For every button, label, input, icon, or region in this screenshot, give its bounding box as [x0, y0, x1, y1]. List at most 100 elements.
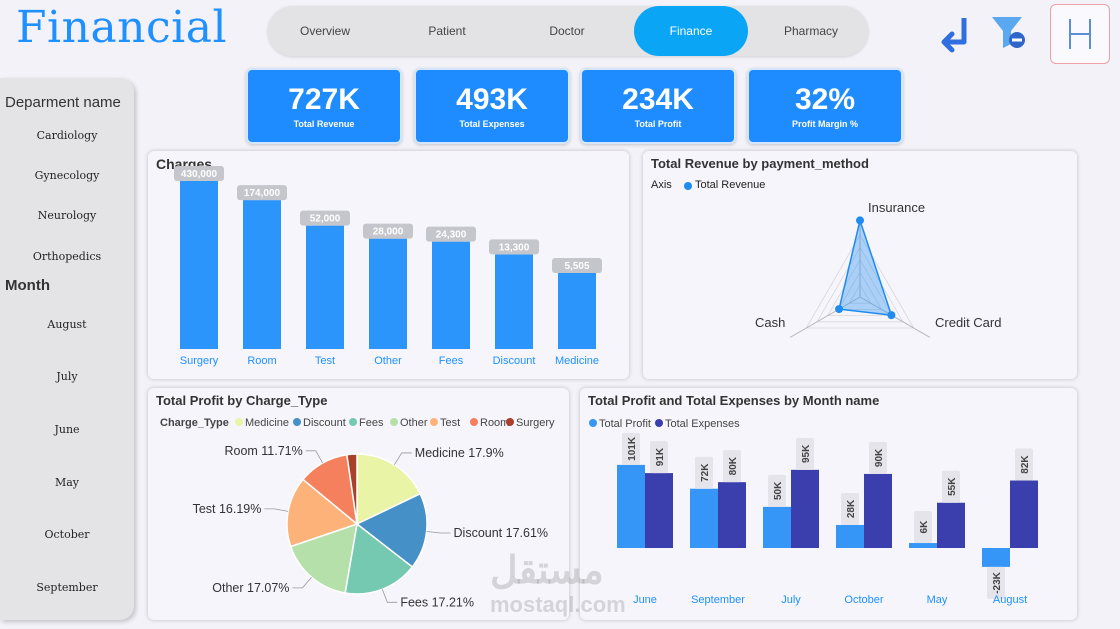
month-item-may[interactable]: May — [54, 476, 80, 489]
pie-legend-title: Charge_Type — [160, 417, 229, 429]
department-slicer-header: Deparment name — [5, 94, 121, 111]
department-item-orthopedics[interactable]: Orthopedics — [32, 250, 102, 263]
profit-bar — [763, 506, 791, 548]
pie-leader-line — [381, 589, 398, 603]
charge-bar — [369, 238, 407, 349]
pie-legend-marker — [293, 418, 301, 426]
radar-grid-ring — [848, 283, 872, 304]
profit-bar — [690, 488, 718, 548]
kpi-total-profit: 234K Total Profit — [580, 68, 736, 144]
filter-clear-icon[interactable] — [990, 14, 1030, 54]
category-label: Fees — [439, 355, 464, 367]
data-label: 55K — [947, 477, 958, 496]
data-label: 52,000 — [310, 214, 341, 225]
month-slicer-header: Month — [5, 277, 50, 294]
pie-legend-label: Surgery — [516, 417, 555, 429]
category-label: July — [781, 594, 801, 606]
kpi-label: Total Profit — [634, 119, 682, 129]
pie-leader-line — [393, 452, 412, 465]
data-label: 50K — [773, 481, 784, 500]
pie-legend-marker — [349, 418, 357, 426]
pie-legend-marker — [506, 418, 514, 426]
data-label: 82K — [1020, 455, 1031, 474]
radar-category-label: Credit Card — [935, 315, 1001, 330]
category-label: August — [993, 594, 1027, 606]
tab-pharmacy[interactable]: Pharmacy — [783, 24, 839, 38]
pie-slice — [356, 453, 422, 526]
tab-doctor[interactable]: Doctor — [549, 24, 585, 38]
charges-chart-card: Charges 430,000 Surgery 174,000 Room 52,000 T… — [148, 151, 629, 379]
month-item-october[interactable]: October — [44, 528, 90, 541]
data-label-bg — [942, 470, 960, 503]
pie-slice — [346, 453, 358, 525]
expenses-bar — [937, 502, 965, 548]
month-item-august[interactable]: August — [47, 318, 87, 331]
legend-marker-icon — [684, 182, 692, 190]
category-label: Test — [315, 355, 335, 367]
pie-legend-label: Room — [480, 417, 509, 429]
charge-bar — [306, 225, 344, 349]
pie-leader-line — [292, 576, 312, 589]
radar-grid-ring — [837, 271, 883, 310]
data-label: 95K — [801, 444, 812, 463]
data-label: 101K — [627, 436, 638, 461]
h-logo-icon — [1050, 4, 1110, 64]
department-item-cardiology[interactable]: Cardiology — [36, 129, 98, 142]
pie-legend-label: Other — [400, 417, 428, 429]
legend-marker-expenses — [655, 419, 663, 427]
pie-slice — [344, 522, 414, 595]
tab-patient[interactable]: Patient — [428, 24, 466, 38]
pie-slice — [355, 492, 428, 568]
chart-title: Total Profit by Charge_Type — [156, 393, 328, 408]
page-nav: Overview Patient Doctor Finance Pharmacy — [268, 6, 868, 56]
pie-legend-label: Fees — [359, 417, 384, 429]
category-label: Medicine — [555, 355, 599, 367]
month-item-june[interactable]: June — [54, 423, 80, 436]
pie-slice-label: Discount 17.61% — [454, 526, 549, 540]
legend-marker-profit — [589, 419, 597, 427]
data-label-bg — [650, 441, 668, 474]
radar-point — [887, 311, 896, 320]
tab-overview[interactable]: Overview — [299, 24, 350, 38]
data-label: 91K — [655, 447, 666, 466]
profit-pie-chart: Charge_Type Medicine Discount Fees Other Test… — [160, 417, 555, 609]
return-arrow-icon[interactable] — [938, 14, 972, 54]
department-item-gynecology[interactable]: Gynecology — [34, 169, 100, 182]
tab-finance[interactable]: Finance — [634, 6, 748, 56]
kpi-total-expenses: 493K Total Expenses — [414, 68, 570, 144]
charge-bar — [432, 241, 470, 349]
kpi-value: 493K — [456, 83, 528, 116]
data-label: 28,000 — [373, 227, 404, 238]
chart-title: Total Profit and Total Expenses by Month… — [588, 393, 880, 408]
category-label: May — [927, 594, 948, 606]
radar-category-label: Insurance — [868, 200, 925, 215]
radar-legend-series[interactable]: Total Revenue — [695, 179, 766, 191]
pie-slice-label: Room 11.71% — [224, 444, 302, 458]
profit-bar — [909, 543, 937, 548]
radar-point — [835, 305, 844, 314]
charges-bar-chart: 430,000 Surgery 174,000 Room 52,000 Test 28,00… — [174, 166, 602, 367]
pie-legend-label: Medicine — [245, 417, 289, 429]
chart-title: Total Revenue by payment_method — [651, 156, 869, 171]
data-label-bg — [237, 185, 287, 201]
department-item-neurology[interactable]: Neurology — [37, 209, 97, 222]
month-item-july[interactable]: July — [56, 370, 78, 383]
revenue-radar-chart: Insurance Credit Card Cash — [755, 200, 1001, 338]
data-label-bg — [552, 257, 602, 273]
pie-legend-marker — [470, 418, 478, 426]
pie-legend-label: Discount — [303, 417, 346, 429]
expenses-bar — [1010, 480, 1038, 548]
expenses-bar — [864, 473, 892, 548]
profit-charge-type-card: Total Profit by Charge_Type Charge_Type M… — [148, 388, 569, 620]
category-label: Room — [247, 355, 276, 367]
revenue-payment-card: Total Revenue by payment_method Axis Tot… — [643, 151, 1077, 379]
pie-slice-label: Fees 17.21% — [400, 595, 474, 609]
kpi-label: Total Revenue — [293, 119, 355, 129]
data-label-bg — [869, 441, 887, 474]
charge-bar — [495, 254, 533, 349]
category-label: Other — [374, 355, 402, 367]
month-item-september[interactable]: September — [36, 581, 98, 594]
data-label-bg — [489, 239, 539, 255]
pie-leader-line — [264, 508, 289, 512]
data-label-bg — [1015, 448, 1033, 481]
